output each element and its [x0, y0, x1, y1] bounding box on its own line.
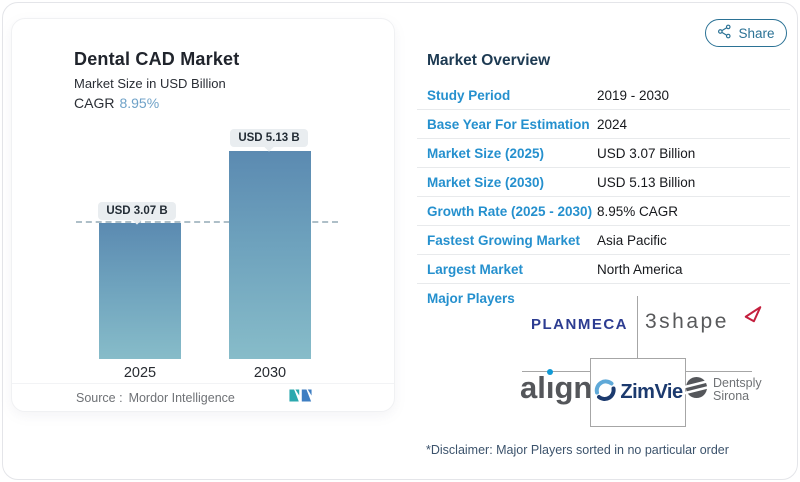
dentsply-line1: Dentsply [713, 376, 762, 390]
row-value: USD 3.07 Billion [597, 145, 696, 161]
row-label: Market Size (2025) [427, 145, 545, 161]
table-row-market-size-2030: Market Size (2030) USD 5.13 Billion [417, 168, 790, 197]
row-label: Base Year For Estimation [427, 116, 590, 132]
row-value: 2019 - 2030 [597, 87, 670, 103]
row-value: USD 5.13 Billion [597, 174, 696, 190]
major-players-logos: PLANMECA 3shape alı gn ZimVie [417, 290, 790, 435]
major-players-label: Major Players [427, 291, 515, 306]
share-label: Share [738, 25, 775, 41]
value-label-2025-text: USD 3.07 B [106, 205, 168, 217]
align-blue-dot [547, 369, 554, 375]
zimvie-circle-icon [593, 378, 617, 407]
row-value: North America [597, 261, 683, 277]
table-row-largest-market: Largest Market North America [417, 255, 790, 284]
logo-divider-vertical [637, 296, 638, 358]
3shape-triangle-icon [743, 304, 763, 329]
zimvie-logo-text: ZimVie [620, 381, 683, 403]
source-text: Source : Mordor Intelligence [76, 391, 235, 405]
align-text: gn [554, 370, 593, 405]
row-label: Growth Rate (2025 - 2030) [427, 203, 593, 219]
row-value: 2024 [597, 116, 628, 132]
table-row-market-size-2025: Market Size (2025) USD 3.07 Billion [417, 139, 790, 168]
3shape-logo: 3shape [645, 310, 729, 333]
align-text: al [520, 370, 546, 405]
dentsply-sirona-globe-icon [681, 376, 712, 404]
row-value: Asia Pacific [597, 232, 667, 248]
logo-divider-horizontal-left [522, 371, 590, 372]
cagr-value: 8.95% [119, 95, 160, 111]
bar-2030 [229, 151, 311, 359]
share-button[interactable]: Share [705, 19, 787, 47]
align-i: ı [545, 369, 555, 406]
x-axis-label-2025: 2025 [123, 365, 157, 381]
row-label: Largest Market [427, 261, 524, 277]
row-value: 8.95% CAGR [597, 203, 679, 219]
mordor-intelligence-logo-icon [287, 387, 314, 409]
dentsply-sirona-text: Dentsply Sirona [713, 377, 762, 403]
overview-table: Study Period 2019 - 2030 Base Year For E… [417, 81, 790, 284]
value-label-2025: USD 3.07 B [98, 202, 176, 225]
disclaimer-text: *Disclaimer: Major Players sorted in no … [426, 443, 729, 457]
align-i-glyph: ı [545, 370, 555, 405]
reference-dashed-line [76, 221, 338, 223]
dentsply-line2: Sirona [713, 389, 750, 403]
table-row-growth-rate: Growth Rate (2025 - 2030) 8.95% CAGR [417, 197, 790, 226]
zimvie-logo-cell: ZimVie [590, 358, 686, 427]
row-label: Fastest Growing Market [427, 232, 581, 248]
overview-heading: Market Overview [427, 52, 551, 69]
row-label: Study Period [427, 87, 511, 103]
x-axis-label-2030: 2030 [253, 365, 287, 381]
chart-title: Dental CAD Market [74, 49, 240, 69]
source-value: Mordor Intelligence [128, 390, 235, 405]
source-row: Source : Mordor Intelligence [12, 383, 394, 411]
chart-cagr-line: CAGR 8.95% [74, 95, 239, 111]
table-row-fastest-growing-market: Fastest Growing Market Asia Pacific [417, 226, 790, 255]
row-label: Market Size (2030) [427, 174, 545, 190]
logo-divider-horizontal-right [684, 371, 752, 372]
bar-2025 [99, 223, 181, 359]
value-label-2030: USD 5.13 B [230, 129, 308, 152]
share-nodes-icon [717, 24, 732, 42]
table-row-base-year: Base Year For Estimation 2024 [417, 110, 790, 139]
source-label: Source : [76, 390, 123, 405]
align-technology-logo: alı gn [520, 369, 593, 406]
table-row-study-period: Study Period 2019 - 2030 [417, 81, 790, 110]
value-label-2030-text: USD 5.13 B [238, 132, 300, 144]
cagr-label: CAGR [74, 95, 115, 111]
planmeca-logo: PLANMECA [531, 316, 628, 333]
chart-subtitle: Market Size in USD Billion [74, 76, 226, 91]
dentsply-sirona-logo: Dentsply Sirona [681, 376, 762, 404]
chart-card: Dental CAD Market Market Size in USD Bil… [11, 18, 395, 412]
chart-header: Dental CAD Market Market Size in USD Bil… [74, 49, 239, 111]
